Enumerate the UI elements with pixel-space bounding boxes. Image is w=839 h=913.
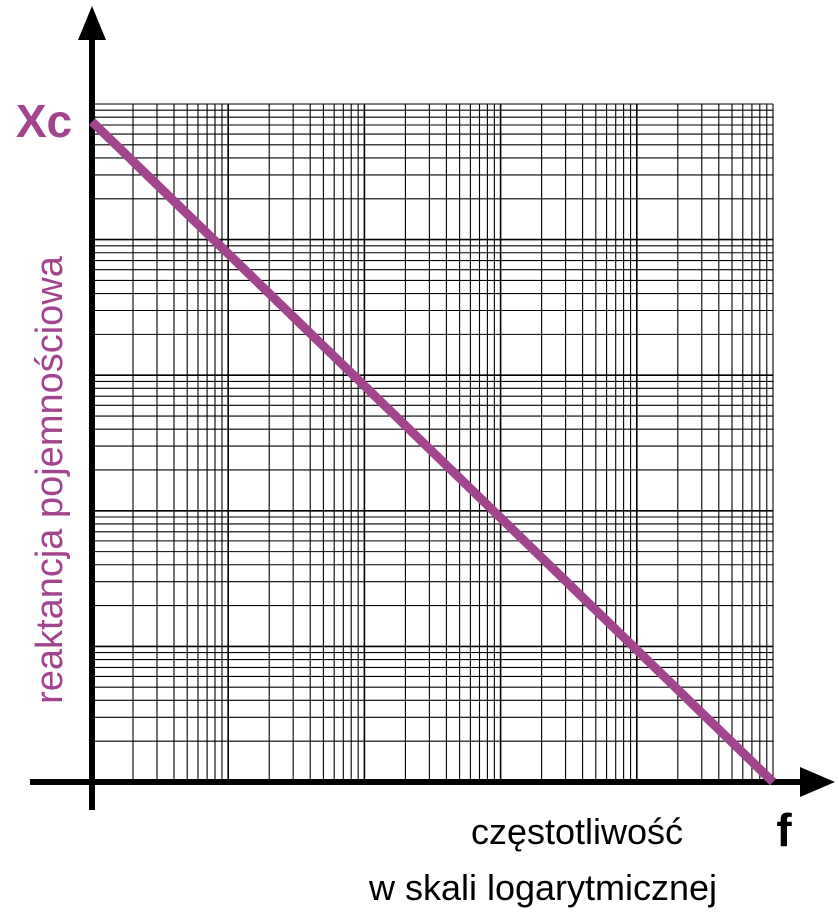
x-axis-label-line1: częstotliwość [471,811,683,852]
chart-grid [91,103,774,783]
chart-series [88,118,777,786]
y-axis-label: reaktancja pojemnościowa [29,255,71,704]
x-axis-arrow [800,767,835,797]
x-axis-label-line2: w skali logarytmicznej [368,867,717,908]
x-axis-symbol: f [776,804,792,856]
y-axis-arrow [78,6,106,40]
y-axis-symbol: Xc [16,95,72,147]
series-line-0 [88,118,777,786]
chart-axes [30,6,835,810]
